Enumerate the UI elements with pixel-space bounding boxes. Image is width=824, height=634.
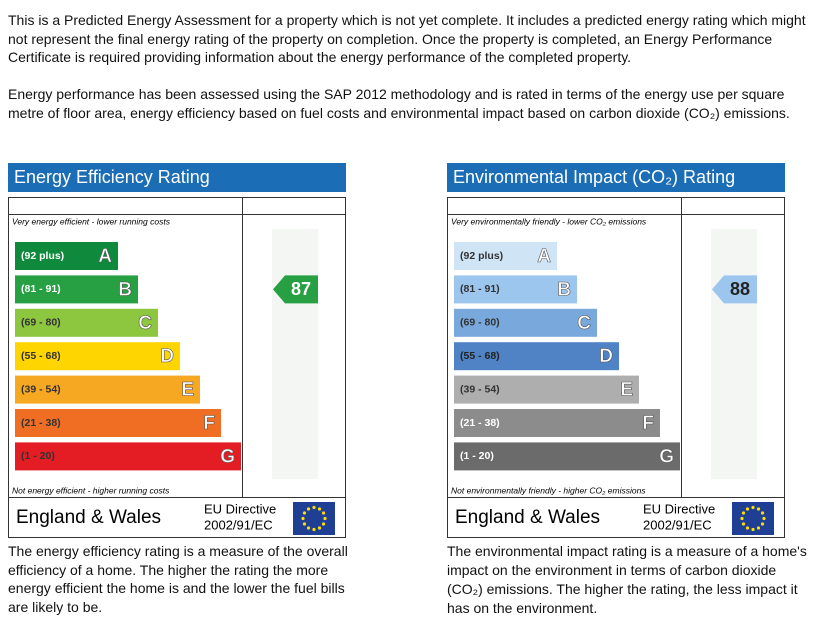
flag-star [323, 516, 327, 521]
band-range: (55 - 68) [21, 350, 61, 362]
band-letter: B [557, 279, 571, 300]
environment-panel: Environmental Impact (CO₂) Rating Very en… [447, 163, 785, 538]
description: The environmental impact rating is a mea… [447, 543, 807, 616]
rating-arrow [273, 275, 318, 304]
band-letter: G [220, 446, 235, 467]
flag-star [756, 507, 761, 511]
flag-star [321, 511, 326, 515]
frame [447, 197, 785, 538]
flag-star [756, 526, 761, 530]
rating-column [272, 229, 318, 479]
flag-star [745, 526, 750, 530]
band-letter: F [642, 413, 654, 434]
flag-star [306, 526, 311, 530]
flag-star [302, 511, 307, 515]
flag-star [740, 516, 744, 521]
band-letter: E [181, 380, 194, 401]
band [454, 242, 557, 270]
flag-star [762, 516, 766, 521]
band [454, 409, 660, 437]
flag-star [302, 522, 307, 526]
flag-star [317, 526, 322, 530]
energy-panel: Energy Efficiency Rating Very energy effi… [8, 163, 346, 538]
band [454, 342, 619, 371]
rating-value: 87 [291, 279, 311, 299]
flag-star [317, 507, 322, 511]
band [15, 342, 180, 371]
rating-arrow [712, 275, 757, 304]
directive-code: 2002/91/EC [643, 517, 712, 532]
band [454, 375, 639, 404]
band-letter: D [599, 346, 613, 367]
band-range: (1 - 20) [21, 450, 55, 462]
flag-star [760, 511, 765, 515]
bottom-label: Not environmentally friendly - higher CO… [451, 485, 646, 495]
rating-column [711, 229, 757, 479]
description: The energy efficiency rating is a measur… [8, 543, 348, 615]
flag-star [741, 511, 746, 515]
title-bar [8, 163, 346, 192]
directive: EU Directive [643, 501, 715, 516]
flag-star [312, 527, 316, 532]
band [15, 242, 118, 270]
region: England & Wales [455, 507, 600, 528]
rating-value: 88 [730, 279, 750, 299]
band-range: (92 plus) [21, 250, 64, 262]
flag-star [321, 522, 326, 526]
title-bar [447, 163, 785, 192]
band-range: (1 - 20) [460, 450, 494, 462]
band [15, 409, 221, 437]
band-range: (21 - 38) [460, 417, 500, 429]
intro-text: Energy performance has been assessed usi… [8, 86, 790, 121]
band-letter: A [98, 246, 112, 267]
intro-text: This is a Predicted Energy Assessment fo… [8, 12, 806, 65]
band-range: (92 plus) [460, 250, 503, 262]
band [454, 308, 597, 337]
flag-star [741, 522, 746, 526]
band-range: (21 - 38) [21, 417, 61, 429]
region: England & Wales [16, 507, 161, 528]
band-letter: B [118, 279, 132, 300]
flag-star [751, 505, 755, 510]
flag-star [751, 527, 755, 532]
directive-code: 2002/91/EC [204, 517, 273, 532]
band [15, 375, 200, 404]
band-letter: D [160, 346, 174, 367]
band-letter: G [659, 446, 674, 467]
band-range: (39 - 54) [21, 383, 61, 395]
band-range: (55 - 68) [460, 350, 500, 362]
panel-title: Environmental Impact (CO₂) Rating [453, 167, 735, 187]
directive: EU Directive [204, 501, 276, 516]
flag-star [745, 507, 750, 511]
band [15, 308, 158, 337]
band-letter: E [620, 380, 633, 401]
flag-star [301, 516, 305, 521]
band-letter: F [203, 413, 215, 434]
flag-star [312, 505, 316, 510]
band [15, 275, 138, 304]
top-label: Very energy efficient - lower running co… [12, 216, 171, 226]
band-range: (39 - 54) [460, 383, 500, 395]
band-letter: C [577, 313, 591, 334]
band [15, 442, 241, 471]
panel-title: Energy Efficiency Rating [14, 167, 210, 187]
top-label: Very environmentally friendly - lower CO… [451, 216, 647, 226]
band-range: (69 - 80) [460, 317, 500, 329]
band-range: (69 - 80) [21, 317, 61, 329]
band-range: (81 - 91) [460, 283, 500, 295]
band [454, 442, 680, 471]
band-letter: A [537, 246, 551, 267]
band-letter: C [138, 313, 152, 334]
flag-star [306, 507, 311, 511]
flag-star [760, 522, 765, 526]
frame [8, 197, 346, 538]
bottom-label: Not energy efficient - higher running co… [12, 485, 170, 495]
band-range: (81 - 91) [21, 283, 61, 295]
band [454, 275, 577, 304]
